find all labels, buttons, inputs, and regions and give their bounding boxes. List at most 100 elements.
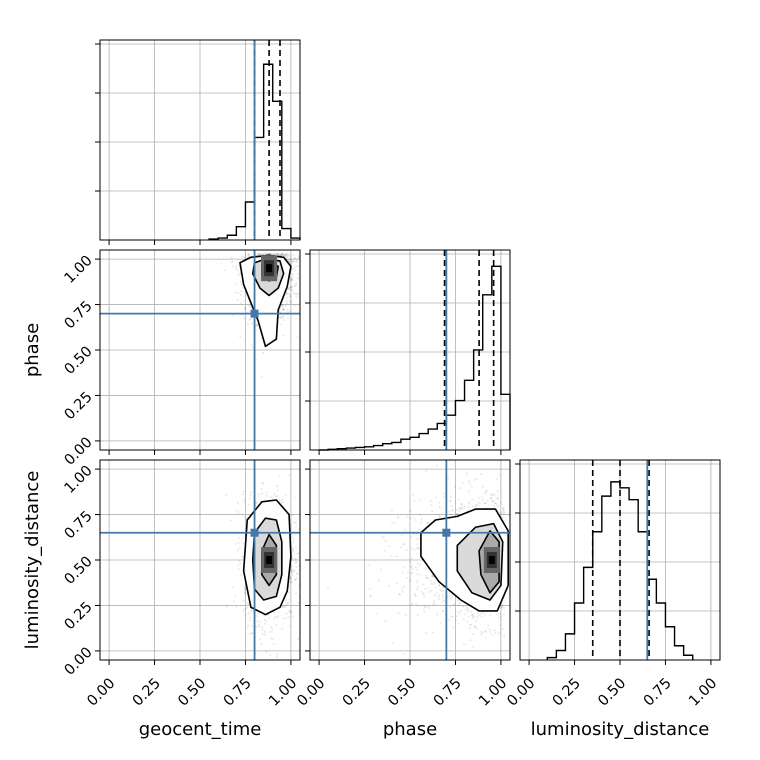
sample-point <box>237 541 240 544</box>
sample-point <box>454 619 457 622</box>
sample-point <box>463 505 466 508</box>
sample-point <box>398 593 401 596</box>
sample-point <box>435 592 438 595</box>
sample-point <box>287 288 290 291</box>
sample-point <box>281 498 284 501</box>
sample-point <box>240 289 243 292</box>
sample-point <box>495 478 498 481</box>
sample-point <box>494 494 497 497</box>
x-tick-label: 0.50 <box>385 675 419 709</box>
sample-point <box>289 288 292 291</box>
sample-point <box>464 609 467 612</box>
truth-marker <box>442 528 451 537</box>
sample-point <box>282 617 285 620</box>
sample-point <box>432 603 435 606</box>
sample-point <box>282 308 285 311</box>
sample-point <box>288 259 291 262</box>
sample-point <box>294 561 297 564</box>
sample-point <box>416 543 419 546</box>
sample-point <box>239 335 242 338</box>
sample-point <box>248 619 251 622</box>
sample-point <box>232 600 235 603</box>
sample-point <box>276 252 279 255</box>
sample-point <box>255 625 258 628</box>
sample-point <box>404 529 407 532</box>
sample-point <box>473 615 476 618</box>
sample-point <box>477 613 480 616</box>
sample-point <box>294 260 297 263</box>
sample-point <box>289 611 292 614</box>
sample-point <box>416 588 419 591</box>
sample-point <box>296 638 299 641</box>
sample-point <box>426 522 429 525</box>
sample-point <box>244 253 247 256</box>
sample-point <box>286 311 289 314</box>
sample-point <box>288 591 291 594</box>
sample-point <box>289 581 292 584</box>
sample-point <box>467 608 470 611</box>
sample-point <box>277 254 280 257</box>
sample-point <box>292 537 295 540</box>
sample-point <box>284 254 287 257</box>
sample-point <box>247 612 250 615</box>
sample-point <box>456 509 459 512</box>
sample-point <box>279 254 282 257</box>
sample-point <box>294 592 297 595</box>
sample-point <box>270 626 273 629</box>
sample-point <box>449 513 452 516</box>
sample-point <box>290 289 293 292</box>
sample-point <box>278 499 281 502</box>
sample-point <box>271 497 274 500</box>
sample-point <box>413 499 416 502</box>
sample-point <box>271 638 274 641</box>
x-tick-label: 0.75 <box>221 675 255 709</box>
sample-point <box>414 566 417 569</box>
sample-point <box>255 501 258 504</box>
sample-point <box>280 315 283 318</box>
sample-point <box>290 570 293 573</box>
sample-point <box>265 253 268 256</box>
sample-point <box>499 511 502 514</box>
sample-point <box>413 548 416 551</box>
sample-point <box>406 571 409 574</box>
sample-point <box>289 576 292 579</box>
sample-point <box>414 519 417 522</box>
sample-point <box>497 505 500 508</box>
sample-point <box>291 276 294 279</box>
y-tick-label: 1.00 <box>62 463 96 497</box>
sample-point <box>266 253 269 256</box>
sample-point <box>375 612 378 615</box>
sample-point <box>476 612 479 615</box>
sample-point <box>400 533 403 536</box>
y-tick-label: 0.25 <box>62 389 96 423</box>
x-tick-label: 1.00 <box>266 675 300 709</box>
sample-point <box>269 253 272 256</box>
sample-point <box>290 566 293 569</box>
sample-point <box>484 502 487 505</box>
sample-point <box>496 490 499 493</box>
sample-point <box>493 505 496 508</box>
sample-point <box>468 480 471 483</box>
sample-point <box>225 605 228 608</box>
sample-point <box>277 494 280 497</box>
sample-point <box>273 618 276 621</box>
sample-point <box>265 494 268 497</box>
sample-point <box>425 470 428 473</box>
sample-point <box>256 253 259 256</box>
sample-point <box>280 253 283 256</box>
sample-point <box>450 505 453 508</box>
sample-point <box>234 283 237 286</box>
sample-point <box>288 300 291 303</box>
sample-point <box>502 516 505 519</box>
sample-point <box>290 298 293 301</box>
sample-point <box>234 267 237 270</box>
sample-point <box>438 594 441 597</box>
sample-point <box>242 609 245 612</box>
sample-point <box>260 626 263 629</box>
density-peak-cell <box>266 556 273 564</box>
sample-point <box>290 285 293 288</box>
sample-point <box>242 286 245 289</box>
sample-point <box>481 496 484 499</box>
sample-point <box>291 279 294 282</box>
sample-point <box>464 613 467 616</box>
